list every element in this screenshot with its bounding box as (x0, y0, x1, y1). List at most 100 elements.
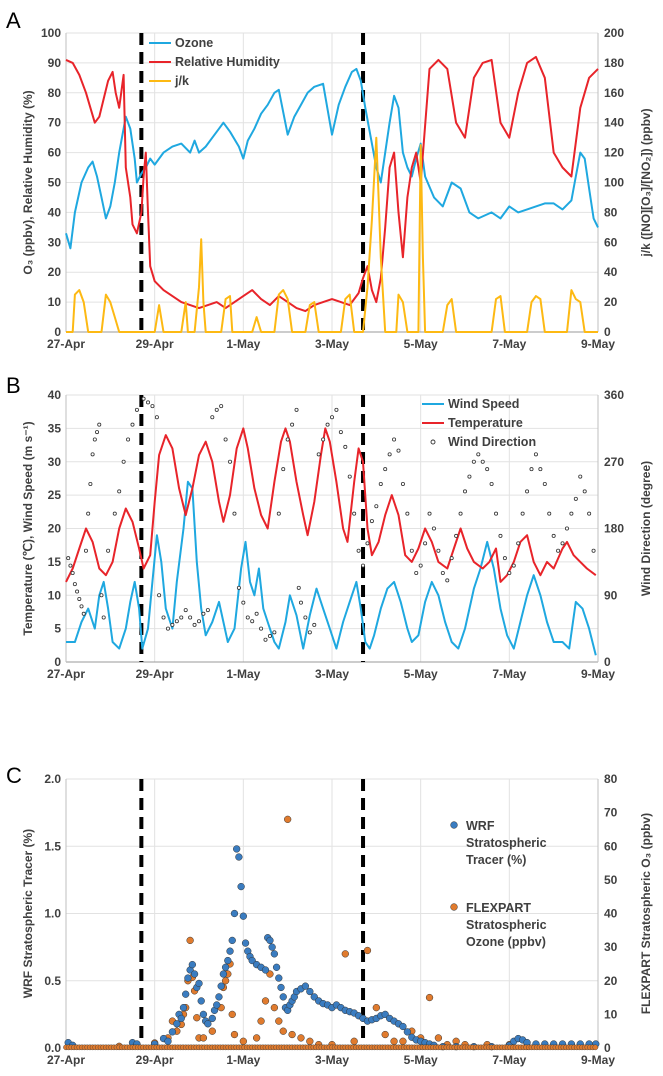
y-tick-label-left: 25 (48, 488, 62, 502)
wind-direction-point (259, 626, 264, 631)
wind-direction-point (192, 622, 197, 627)
wind-direction-point (560, 541, 565, 546)
wind-direction-point (228, 459, 233, 464)
scatter-point-wrf (228, 936, 236, 945)
scatter-point-flexpart (297, 1034, 305, 1042)
wind-direction-point (436, 548, 441, 553)
legend-label: Temperature (448, 416, 523, 430)
y-tick-label-right: 80 (604, 205, 618, 219)
wind-direction-point (378, 481, 383, 486)
series-line-temperature (65, 427, 597, 583)
wind-direction-point (307, 630, 312, 635)
wind-direction-point (573, 496, 578, 501)
y-tick-label-right: 0 (604, 655, 611, 669)
scatter-point-wrf (237, 882, 245, 891)
x-tick-label: 27-Apr (47, 1053, 85, 1067)
y-axis-label-right: Wind Direction (degree) (639, 461, 653, 596)
wind-direction-point (196, 619, 201, 624)
wind-direction-point (188, 615, 193, 620)
wind-direction-point (361, 563, 366, 568)
x-tick-label: 1-May (226, 1053, 260, 1067)
wind-direction-point (77, 596, 82, 601)
wind-direction-point (374, 504, 379, 509)
y-tick-label-right: 180 (604, 56, 624, 70)
wind-direction-point (396, 448, 401, 453)
scatter-point-wrf (164, 1037, 172, 1045)
wind-direction-point (219, 404, 224, 409)
y-tick-label-left: 0 (54, 325, 61, 339)
y-tick-label-right: 60 (604, 235, 618, 249)
wind-direction-point (210, 415, 215, 420)
y-tick-label-left: 100 (41, 26, 61, 40)
y-tick-label-left: 80 (48, 86, 62, 100)
wind-direction-point (507, 571, 512, 576)
y-tick-label-right: 270 (604, 455, 624, 469)
wind-direction-point (587, 511, 592, 516)
wind-direction-point (387, 452, 392, 457)
scatter-point-wrf (182, 990, 190, 998)
y-tick-label-right: 0 (604, 325, 611, 339)
wind-direction-point (440, 571, 445, 576)
y-tick-label-left: 5 (54, 622, 61, 636)
scatter-point-wrf (184, 974, 192, 982)
x-tick-label: 3-May (315, 667, 349, 681)
wind-direction-point (146, 400, 151, 405)
wind-direction-point (90, 452, 95, 457)
y-axis-label-left: Temperature (℃), Wind Speed (m s⁻¹) (21, 421, 35, 635)
wind-direction-point (458, 511, 463, 516)
y-tick-label-left: 20 (48, 265, 62, 279)
y-tick-label-left: 30 (48, 235, 62, 249)
scatter-point-flexpart (363, 946, 372, 955)
wind-direction-point (112, 511, 117, 516)
wind-direction-point (205, 608, 210, 613)
x-tick-label: 9-May (581, 667, 615, 681)
y-tick-label-right: 0 (604, 1041, 611, 1055)
wind-direction-point (414, 571, 419, 576)
x-tick-label: 7-May (492, 667, 526, 681)
scatter-point-flexpart (186, 936, 194, 945)
y-tick-label-left: 40 (48, 388, 62, 402)
y-tick-label-right: 160 (604, 86, 624, 100)
wind-direction-point (154, 415, 159, 420)
series-line-wind-speed (66, 480, 597, 656)
y-axis-label-right: j/k ([NO][O₃]/[NO₂]) (ppbv) (639, 108, 653, 257)
wind-direction-point (529, 467, 534, 472)
wind-direction-point (400, 481, 405, 486)
y-tick-label-left: 50 (48, 176, 62, 190)
wind-direction-point (409, 548, 414, 553)
wind-direction-point (516, 541, 521, 546)
wind-direction-point (445, 578, 450, 583)
scatter-point-wrf (197, 997, 205, 1005)
wind-direction-point (591, 548, 596, 553)
wind-direction-point (88, 481, 93, 486)
wind-direction-point (117, 489, 122, 494)
scatter-point-flexpart (350, 1037, 358, 1045)
wind-direction-point (547, 511, 552, 516)
panel-letter: C (6, 763, 22, 788)
wind-direction-point (92, 437, 97, 442)
wind-direction-point (281, 467, 286, 472)
scatter-point-flexpart (372, 1004, 380, 1012)
wind-direction-point (183, 608, 188, 613)
wind-direction-point (99, 593, 104, 598)
y-tick-label-right: 90 (604, 588, 618, 602)
wind-direction-point (316, 452, 321, 457)
scatter-point-flexpart (228, 1010, 236, 1019)
scatter-point-wrf (268, 943, 276, 951)
y-tick-label-left: 70 (48, 116, 62, 130)
scatter-point-wrf (239, 912, 247, 920)
wind-direction-point (272, 630, 277, 635)
scatter-point-wrf (261, 966, 270, 974)
legend-swatch-dot (450, 821, 458, 829)
wind-direction-point (201, 611, 206, 616)
wind-direction-point (329, 415, 334, 420)
wind-direction-point (347, 474, 352, 479)
scatter-point-flexpart (425, 993, 434, 1002)
scatter-point-flexpart (270, 1004, 279, 1012)
scatter-point-flexpart (252, 1034, 261, 1042)
wind-direction-point (392, 437, 397, 442)
legend-label: Relative Humidity (175, 55, 280, 69)
y-axis-label-left: O₃ (ppbv), Relative Humidity (%) (21, 90, 35, 274)
x-tick-label: 27-Apr (47, 667, 85, 681)
y-tick-label-left: 2.0 (44, 772, 61, 786)
